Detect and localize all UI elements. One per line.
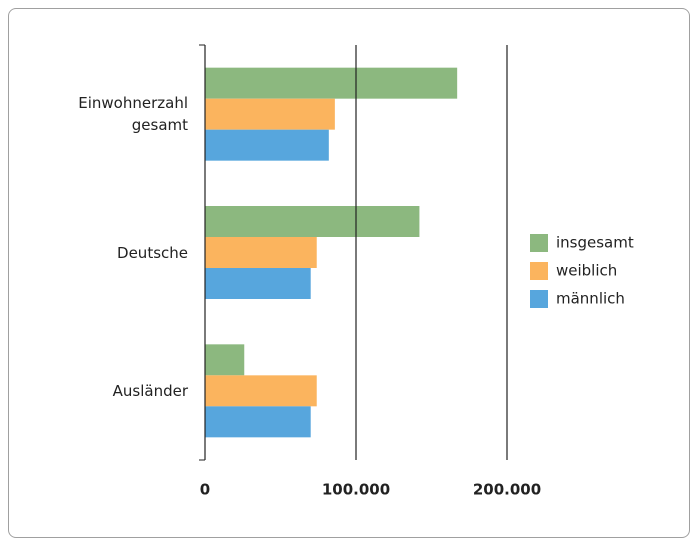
legend-swatch — [530, 262, 548, 280]
category-label: Deutsche — [117, 243, 188, 262]
category-label: Einwohnerzahl gesamt — [78, 94, 188, 135]
bar — [205, 268, 311, 299]
bar — [205, 237, 317, 268]
bar — [205, 129, 329, 161]
bar — [205, 67, 458, 99]
legend-label: weiblich — [556, 262, 617, 280]
bar — [205, 206, 420, 237]
x-tick-label: 100.000 — [322, 481, 390, 499]
x-tick-label: 200.000 — [473, 481, 541, 499]
legend-label: insgesamt — [556, 234, 634, 252]
bar — [205, 98, 335, 130]
legend-label: männlich — [556, 290, 625, 308]
x-tick-label: 0 — [200, 481, 210, 499]
chart: 0 100.000 200.000 insgesamt weiblich männlich — [199, 44, 634, 499]
category-label: Ausländer — [112, 381, 188, 400]
bar — [205, 344, 245, 376]
bar — [205, 406, 311, 438]
bar — [205, 375, 317, 407]
legend-swatch — [530, 234, 548, 252]
legend-swatch — [530, 290, 548, 308]
page: {"chart_data": {"type": "bar", "orientat… — [8, 8, 690, 538]
